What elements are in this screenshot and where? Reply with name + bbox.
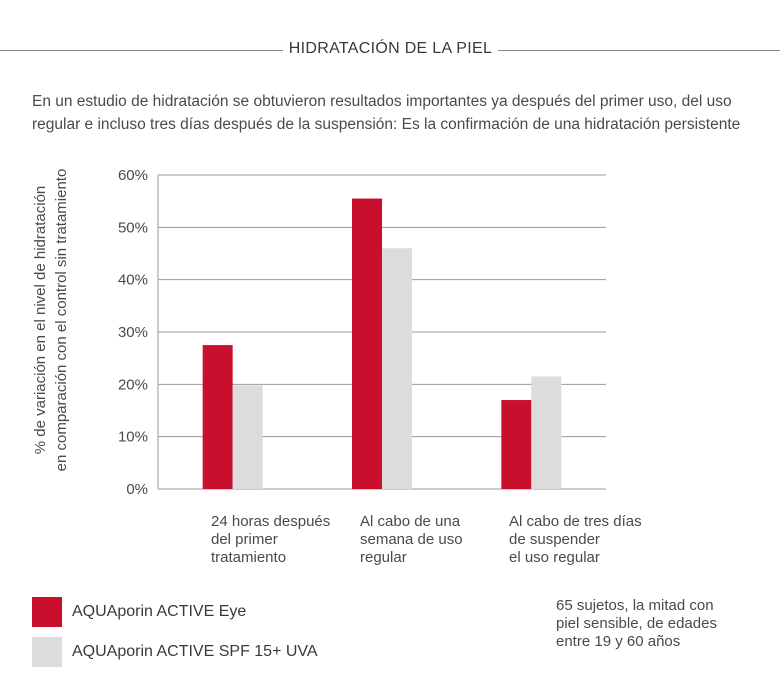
intro-line-1: En un estudio de hidratación se obtuvier… xyxy=(32,93,732,110)
page-title: HIDRATACIÓN DE LA PIEL xyxy=(288,40,493,57)
study-note-line-3: entre 19 y 60 años xyxy=(556,633,681,650)
category-2-line-2: semana de uso xyxy=(360,531,463,548)
category-label-2: Al cabo de una semana de uso regular xyxy=(360,513,463,567)
y-tick-label: 0% xyxy=(126,481,148,498)
legend-swatch-spf xyxy=(32,637,62,667)
intro-line-2: regular e incluso tres días después de l… xyxy=(32,116,741,133)
y-tick-label: 40% xyxy=(118,272,148,289)
legend-swatch-eye xyxy=(32,597,62,627)
header-rule-right xyxy=(498,50,780,51)
legend-label-eye: AQUAporin ACTIVE Eye xyxy=(72,603,247,620)
study-note-line-2: piel sensible, de edades xyxy=(556,615,717,632)
category-3-line-3: el uso regular xyxy=(509,549,600,566)
bar-spf-2 xyxy=(382,248,412,489)
bar-spf-3 xyxy=(531,376,562,489)
legend-label-spf: AQUAporin ACTIVE SPF 15+ UVA xyxy=(72,643,318,660)
category-1-line-3: tratamiento xyxy=(211,549,287,566)
y-tick-label: 20% xyxy=(118,376,148,393)
y-tick-label: 30% xyxy=(118,324,148,341)
study-note: 65 sujetos, la mitad con piel sensible, … xyxy=(556,597,717,651)
bar-eye-3 xyxy=(501,400,532,489)
legend-item-spf: AQUAporin ACTIVE SPF 15+ UVA xyxy=(32,632,318,672)
y-tick-label: 50% xyxy=(118,219,148,236)
intro-text: En un estudio de hidratación se obtuvier… xyxy=(32,90,762,136)
study-note-line-1: 65 sujetos, la mitad con xyxy=(556,597,714,614)
category-1-line-2: del primer xyxy=(211,531,278,548)
legend: AQUAporin ACTIVE Eye AQUAporin ACTIVE SP… xyxy=(32,592,318,672)
bar-eye-2 xyxy=(352,198,382,490)
category-1-line-1: 24 horas después xyxy=(211,513,331,530)
y-tick-label: 10% xyxy=(118,429,148,446)
category-label-1: 24 horas después del primer tratamiento xyxy=(211,513,330,567)
category-2-line-3: regular xyxy=(360,549,407,566)
bar-spf-1 xyxy=(232,385,263,489)
y-tick-label: 60% xyxy=(118,167,148,184)
header-rule-left xyxy=(0,50,283,51)
category-3-line-1: Al cabo de tres días xyxy=(509,513,642,530)
category-3-line-2: de suspender xyxy=(509,531,600,548)
legend-item-eye: AQUAporin ACTIVE Eye xyxy=(32,592,318,632)
category-2-line-1: Al cabo de una xyxy=(360,513,461,530)
category-label-3: Al cabo de tres días de suspender el uso… xyxy=(509,513,642,567)
bar-eye-1 xyxy=(202,345,233,489)
